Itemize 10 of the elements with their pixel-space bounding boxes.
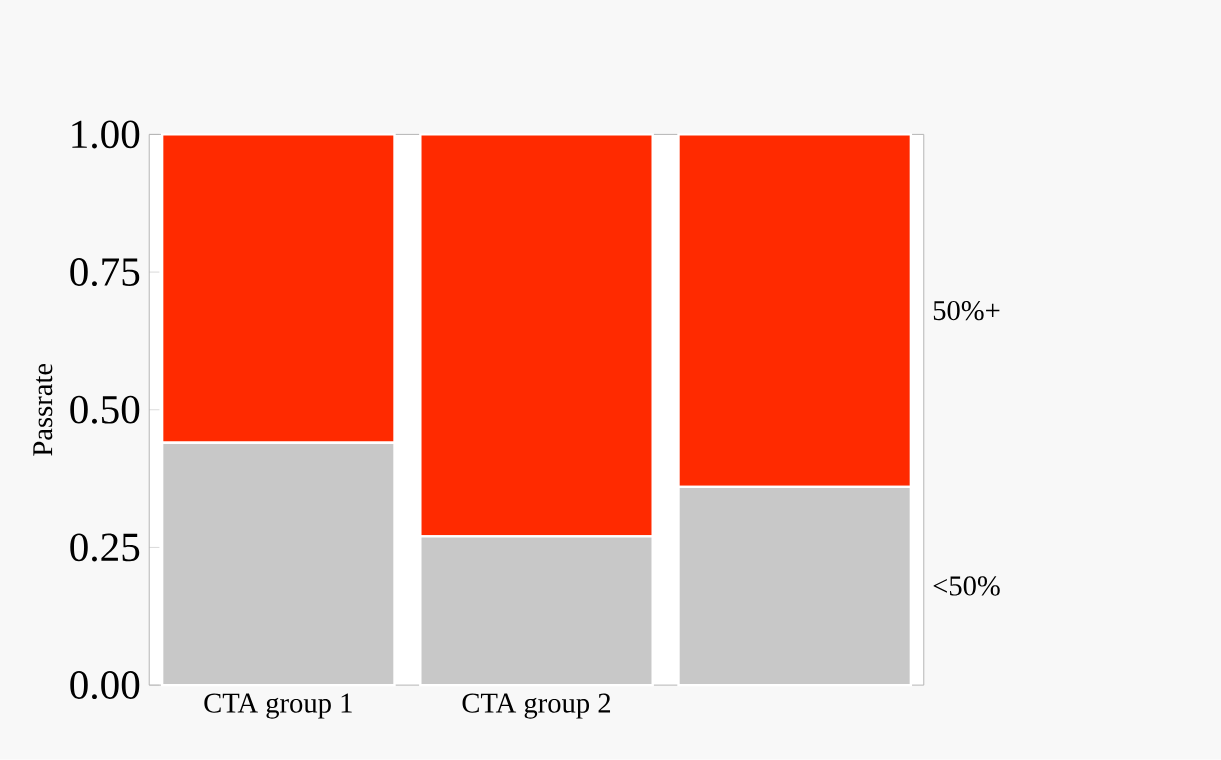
- series-label: 50%+: [933, 301, 1000, 321]
- x-tick-label: CTA group 2: [462, 693, 611, 719]
- y-tick-label: 0.00: [70, 671, 140, 700]
- y-axis-title: Passrate: [33, 364, 53, 456]
- y-tick-label: 0.50: [70, 395, 140, 424]
- x-tick-label: CTA group 1: [204, 693, 352, 719]
- y-tick-label: 1.00: [72, 120, 140, 149]
- y-tick-label: 0.25: [70, 533, 140, 562]
- y-tick-label: 0.75: [70, 258, 140, 287]
- series-label: <50%: [933, 576, 1000, 596]
